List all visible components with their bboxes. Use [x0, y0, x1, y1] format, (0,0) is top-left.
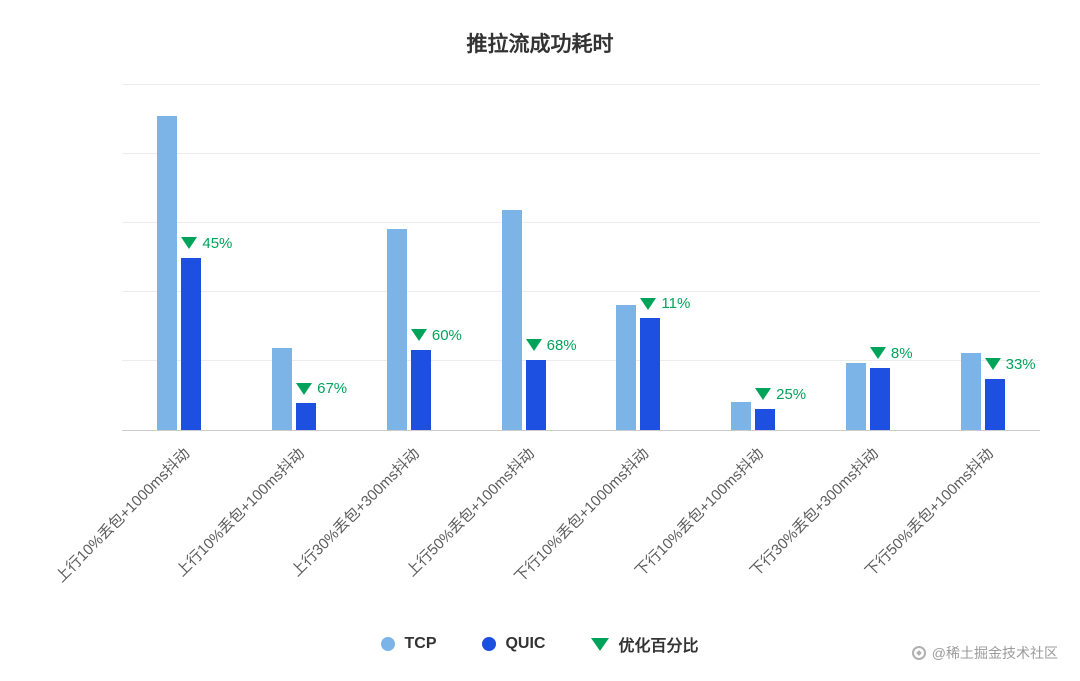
legend-label: QUIC	[505, 635, 546, 652]
bar-quic	[410, 349, 431, 430]
triangle-down-icon	[410, 329, 427, 342]
optimization-annotation: 68%	[525, 336, 577, 354]
legend-item-tcp[interactable]: TCP	[381, 635, 436, 653]
x-axis-category-label: 下行10%丢包+100ms抖动	[632, 445, 768, 581]
triangle-down-icon	[869, 347, 886, 360]
bar-chart: 45% 67% 60% 68% 11% 25% 8% 33%	[122, 84, 1040, 431]
optimization-annotation: 11%	[640, 295, 690, 312]
bar-quic	[869, 367, 890, 430]
x-axis-category-label: 下行30%丢包+300ms抖动	[747, 445, 883, 581]
optimization-annotation: 45%	[181, 235, 232, 252]
triangle-down-icon	[525, 339, 542, 352]
watermark-text: @稀土掘金技术社区	[931, 645, 1058, 661]
optimization-percent-label: 45%	[202, 234, 233, 252]
bar-quic	[181, 257, 202, 430]
legend-triangle-swatch	[591, 637, 610, 651]
bar-tcp	[845, 362, 866, 430]
bar-tcp	[386, 229, 407, 430]
optimization-percent-label: 33%	[1005, 355, 1036, 373]
legend-circle-swatch	[482, 637, 497, 651]
optimization-annotation: 60%	[410, 326, 462, 344]
x-axis-category-label: 下行50%丢包+100ms抖动	[861, 445, 997, 581]
legend-item-优化百分比[interactable]: 优化百分比	[591, 632, 699, 656]
watermark: @稀土掘金技术社区	[911, 643, 1058, 663]
bar-tcp	[272, 348, 293, 430]
bar-tcp	[731, 401, 752, 430]
x-axis-labels: 上行10%丢包+1000ms抖动 上行10%丢包+100ms抖动 上行30%丢包+3…	[53, 431, 1040, 631]
legend-label: 优化百分比	[618, 638, 699, 655]
bar-quic	[755, 408, 776, 430]
bar-quic	[984, 378, 1005, 430]
triangle-down-icon	[296, 382, 313, 395]
triangle-down-icon	[181, 237, 198, 249]
triangle-down-icon	[755, 388, 772, 401]
optimization-percent-label: 68%	[546, 336, 577, 354]
optimization-percent-label: 11%	[661, 295, 691, 313]
optimization-percent-label: 25%	[776, 385, 807, 403]
bar-quic	[640, 318, 661, 430]
gridline	[122, 153, 1040, 154]
optimization-percent-label: 8%	[890, 344, 913, 362]
legend-item-quic[interactable]: QUIC	[482, 635, 545, 653]
x-axis-category-label: 上行10%丢包+100ms抖动	[173, 445, 309, 581]
bar-tcp	[960, 353, 981, 430]
legend-circle-swatch	[381, 637, 396, 651]
triangle-down-icon	[640, 297, 657, 310]
bar-tcp	[157, 116, 178, 430]
gridline	[122, 291, 1040, 292]
x-axis-category-label: 上行30%丢包+300ms抖动	[288, 445, 424, 581]
juejin-logo-icon	[911, 646, 926, 660]
gridline	[122, 222, 1040, 223]
bar-tcp	[616, 304, 637, 430]
bar-tcp	[501, 210, 522, 430]
legend: TCP QUIC 优化百分比	[0, 632, 1080, 656]
optimization-percent-label: 67%	[317, 380, 348, 398]
gridline	[122, 84, 1040, 85]
optimization-annotation: 25%	[755, 386, 806, 403]
optimization-annotation: 33%	[984, 355, 1036, 373]
triangle-down-icon	[984, 358, 1001, 371]
chart-title: 推拉流成功耗时	[466, 33, 614, 56]
bar-quic	[525, 359, 546, 430]
legend-label: TCP	[404, 635, 437, 652]
optimization-annotation: 67%	[296, 380, 347, 397]
optimization-percent-label: 60%	[431, 326, 462, 344]
gridline	[122, 360, 1040, 361]
x-axis-category-label: 上行50%丢包+100ms抖动	[402, 445, 538, 581]
optimization-annotation: 8%	[869, 344, 913, 362]
bar-quic	[296, 403, 317, 430]
plot-area: 45% 67% 60% 68% 11% 25% 8% 33%	[122, 84, 1040, 431]
